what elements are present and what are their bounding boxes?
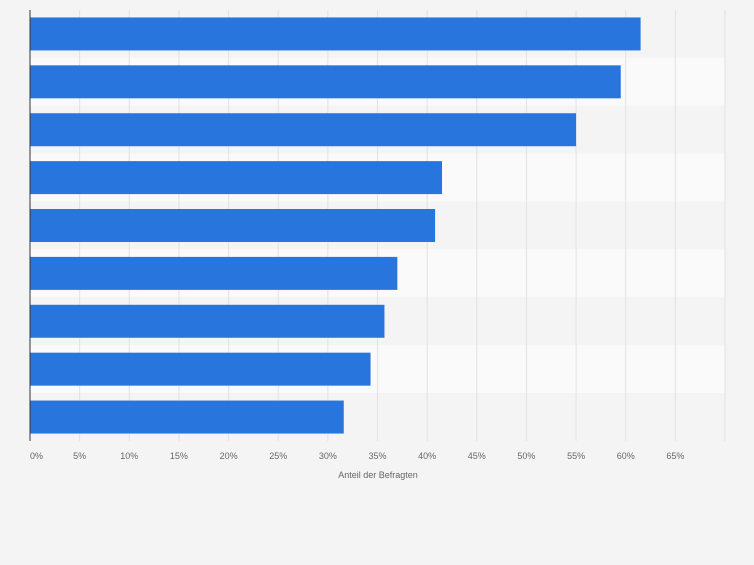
- x-axis-label: Anteil der Befragten: [338, 470, 418, 480]
- x-tick-label: 65%: [666, 451, 684, 461]
- x-tick-label: 35%: [368, 451, 386, 461]
- x-tick-label: 20%: [220, 451, 238, 461]
- x-tick-label: 15%: [170, 451, 188, 461]
- bars: [30, 17, 641, 434]
- x-tick-label: 60%: [617, 451, 635, 461]
- bar[interactable]: [30, 256, 398, 290]
- bar[interactable]: [30, 304, 385, 338]
- x-tick-label: 40%: [418, 451, 436, 461]
- x-tick-label: 45%: [468, 451, 486, 461]
- bar[interactable]: [30, 161, 443, 195]
- bar[interactable]: [30, 113, 577, 147]
- x-tick-label: 50%: [517, 451, 535, 461]
- x-tick-label: 5%: [73, 451, 86, 461]
- bar[interactable]: [30, 400, 344, 434]
- x-tick-label: 25%: [269, 451, 287, 461]
- bar[interactable]: [30, 352, 371, 386]
- bar[interactable]: [30, 17, 641, 51]
- x-tick-label: 55%: [567, 451, 585, 461]
- x-tick-label: 30%: [319, 451, 337, 461]
- x-tick-labels: 0% 5% 10% 15% 20% 25% 30% 35% 40% 45% 50% 55% 60% 65%: [30, 451, 684, 461]
- x-tick-label: 0%: [30, 451, 43, 461]
- bar[interactable]: [30, 209, 436, 242]
- bar[interactable]: [30, 65, 621, 99]
- x-tick-label: 10%: [120, 451, 138, 461]
